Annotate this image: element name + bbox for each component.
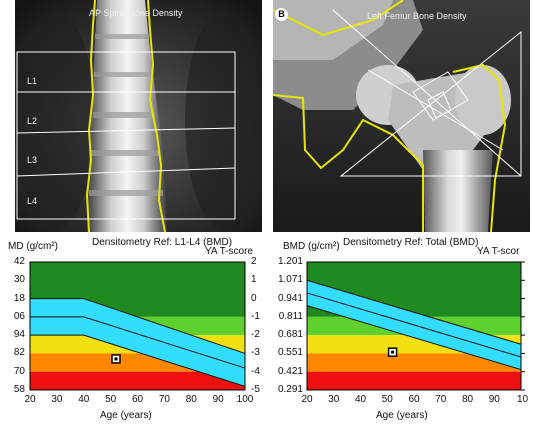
x-tick-label: 40: [78, 394, 90, 405]
spine-chart-xlabel: Age (years): [100, 410, 152, 421]
x-tick-label: 40: [354, 394, 367, 405]
y-tick-label: 0.681: [277, 329, 303, 341]
x-tick-label: 20: [301, 394, 313, 405]
x-tick-label: 70: [435, 394, 447, 405]
region-label-l3: L3: [27, 155, 38, 165]
x-tick-label: 30: [328, 394, 340, 405]
x-tick-label: 30: [51, 394, 63, 405]
x-tick-label: 10: [517, 394, 529, 405]
spine-panel-title: AP Spine Bone Density: [89, 8, 183, 18]
t-score-tick-label: 0: [251, 292, 257, 304]
femur-scan-image: [273, 0, 530, 232]
patient-marker-center: [391, 350, 395, 354]
spine-scan-panel: AP Spine Bone Density L1 L2 L3 L4: [15, 0, 262, 232]
zone-band: [307, 353, 521, 372]
reference-mean-line: [30, 316, 246, 369]
y-tick-label: 0.421: [277, 365, 303, 377]
t-score-tick-label: -1: [251, 310, 260, 322]
x-tick-label: 60: [408, 394, 420, 405]
x-tick-label: 90: [488, 394, 500, 405]
y-tick-label: 70: [13, 365, 25, 377]
plot-frame: [306, 261, 522, 391]
x-tick-label: 80: [185, 394, 197, 405]
region-label-l4: L4: [27, 196, 38, 206]
x-tick-label: 90: [212, 394, 224, 405]
x-tick-label: 20: [24, 394, 36, 405]
patient-marker-center: [114, 357, 118, 361]
y-tick-label: 18: [13, 292, 25, 304]
femur-chart-ylabel: BMD (g/cm²): [283, 241, 340, 252]
y-tick-label: 0.941: [277, 292, 303, 304]
y-tick-label: 0.811: [278, 310, 303, 322]
femur-panel-badge: B: [275, 8, 288, 21]
y-tick-label: 94: [13, 329, 25, 341]
femur-chart-title: Densitometry Ref: Total (BMD): [343, 237, 479, 248]
x-tick-label: 80: [461, 394, 474, 405]
y-tick-label: 30: [13, 274, 25, 286]
y-tick-label: 42: [13, 256, 25, 267]
x-tick-label: 50: [381, 394, 393, 405]
y-tick-label: 1.071: [277, 274, 303, 286]
zone-band: [307, 371, 521, 390]
y-tick-label: 1.201: [277, 256, 303, 267]
spine-chart-title: Densitometry Ref: L1-L4 (BMD): [92, 237, 233, 248]
region-label-l2: L2: [27, 116, 38, 126]
x-tick-label: 60: [131, 394, 144, 405]
x-tick-label: 100: [236, 394, 254, 405]
femur-chart-right-label: YA T-scor: [477, 246, 520, 257]
femur-chart-xlabel: Age (years): [376, 410, 428, 421]
femur-scan-panel: B Left Femur Bone Density: [273, 0, 530, 232]
femur-chart: [306, 261, 525, 391]
region-label-l1: L1: [27, 76, 38, 86]
y-tick-label: 0.551: [277, 347, 303, 359]
x-tick-label: 50: [105, 394, 117, 405]
y-tick-label: 0.291: [277, 384, 303, 395]
t-score-tick-label: -3: [251, 347, 260, 359]
spine-chart: [29, 261, 246, 391]
y-tick-label: 58: [13, 384, 25, 395]
spine-chart-right-label: YA T-score: [205, 246, 253, 257]
spine-chart-ylabel: MD (g/cm²): [8, 241, 58, 252]
femur-panel-title: Left Femur Bone Density: [367, 11, 467, 21]
zone-band: [30, 371, 245, 390]
t-score-tick-label: -5: [251, 384, 260, 395]
plot-frame: [29, 261, 246, 391]
y-tick-label: 06: [13, 310, 25, 322]
y-tick-label: 82: [13, 347, 25, 359]
x-tick-label: 70: [158, 394, 170, 405]
spine-scan-image: [15, 0, 262, 232]
t-score-tick-label: 1: [251, 274, 257, 286]
t-score-tick-label: -2: [251, 329, 260, 341]
t-score-tick-label: 2: [251, 256, 257, 267]
reference-mean-line: [306, 292, 522, 358]
t-score-tick-label: -4: [251, 365, 260, 377]
